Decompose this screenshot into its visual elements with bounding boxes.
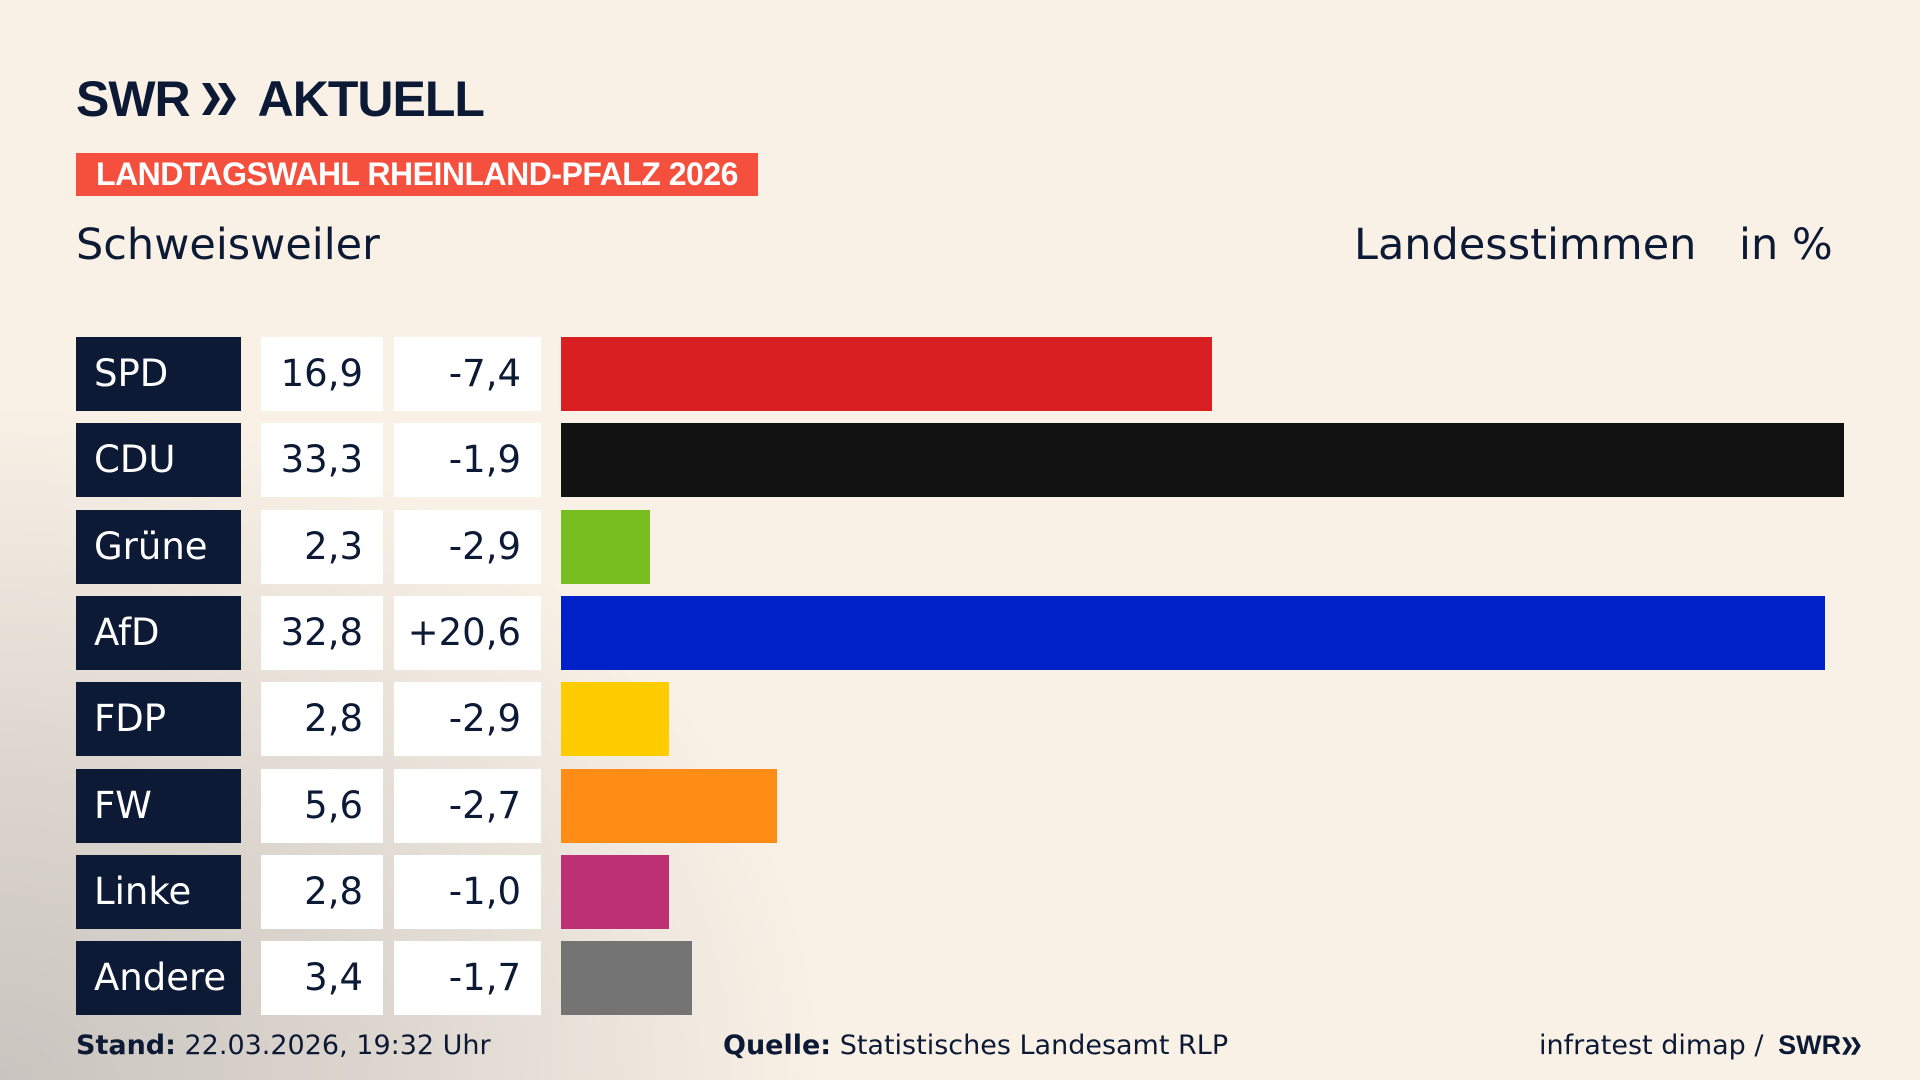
source-value: Statistisches Landesamt RLP — [831, 1030, 1229, 1061]
diff-value: -1,9 — [394, 423, 541, 498]
party-label: Grüne — [76, 509, 241, 584]
party-label: CDU — [76, 423, 241, 498]
stand-value: 22.03.2026, 19:32 Uhr — [175, 1030, 491, 1061]
bar-spd — [561, 337, 1213, 411]
percent-value: 16,9 — [261, 337, 383, 411]
result-row: CDU 33,3 -1,9 — [76, 423, 1876, 498]
percent-value: 32,8 — [261, 595, 383, 670]
bar-fdp — [561, 682, 669, 757]
party-label: AfD — [76, 595, 241, 670]
percent-value: 3,4 — [261, 941, 383, 1016]
party-label: SPD — [76, 337, 241, 411]
swr-small-logo: SWR — [1778, 1030, 1842, 1060]
diff-value: -1,7 — [394, 941, 541, 1016]
source-label: Quelle: — [723, 1030, 832, 1061]
credit: infratest dimap / SWR — [1539, 1030, 1863, 1061]
percent-value: 2,3 — [261, 509, 383, 584]
bar-grüne — [561, 509, 650, 584]
bar-fw — [561, 768, 777, 843]
result-row: Andere 3,4 -1,7 — [76, 941, 1876, 1016]
vote-type-label: Landesstimmen — [1354, 220, 1697, 270]
percent-value: 33,3 — [261, 423, 383, 498]
bar-cdu — [561, 423, 1844, 498]
swr-aktuell-logo: SWR AKTUELL — [76, 71, 485, 127]
stand-label: Stand: — [76, 1030, 176, 1061]
diff-value: -7,4 — [394, 337, 541, 411]
bar-andere — [561, 941, 692, 1016]
place-title: Schweisweiler — [76, 220, 380, 270]
party-label: Andere — [76, 941, 241, 1016]
result-row: AfD 32,8 +20,6 — [76, 595, 1876, 670]
diff-value: +20,6 — [394, 595, 541, 670]
party-label: FDP — [76, 682, 241, 757]
percent-value: 2,8 — [261, 854, 383, 929]
result-row: Linke 2,8 -1,0 — [76, 854, 1876, 929]
bar-linke — [561, 854, 669, 929]
source: Quelle: Statistisches Landesamt RLP — [723, 1030, 1228, 1061]
credit-text: infratest dimap / — [1539, 1030, 1773, 1061]
double-chevron-icon — [1842, 1036, 1861, 1055]
unit-label: in % — [1739, 220, 1833, 270]
diff-value: -1,0 — [394, 854, 541, 929]
percent-value: 5,6 — [261, 768, 383, 843]
bar-afd — [561, 595, 1825, 670]
percent-value: 2,8 — [261, 682, 383, 757]
party-label: FW — [76, 768, 241, 843]
diff-value: -2,9 — [394, 509, 541, 584]
diff-value: -2,9 — [394, 682, 541, 757]
result-row: SPD 16,9 -7,4 — [76, 337, 1876, 411]
diff-value: -2,7 — [394, 768, 541, 843]
double-chevron-icon — [201, 83, 236, 115]
result-row: Grüne 2,3 -2,9 — [76, 509, 1876, 584]
result-row: FDP 2,8 -2,9 — [76, 682, 1876, 757]
election-badge: LANDTAGSWAHL RHEINLAND-PFALZ 2026 — [76, 153, 758, 196]
timestamp: Stand: 22.03.2026, 19:32 Uhr — [76, 1030, 491, 1061]
party-label: Linke — [76, 854, 241, 929]
result-row: FW 5,6 -2,7 — [76, 768, 1876, 843]
